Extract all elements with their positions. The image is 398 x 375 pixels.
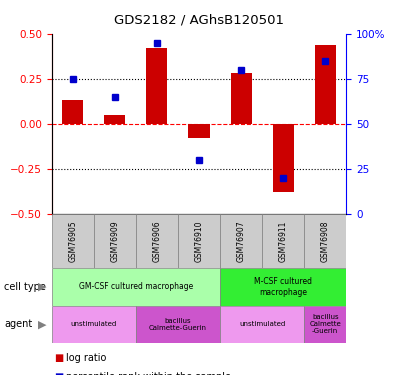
Bar (136, 306, 220, 343)
Bar (230, 74, 252, 124)
Text: bacillus
Calmette-Guerin: bacillus Calmette-Guerin (149, 318, 207, 331)
Text: GSM76907: GSM76907 (236, 220, 246, 262)
Bar (146, 48, 168, 124)
Text: bacillus
Calmette
-Guerin: bacillus Calmette -Guerin (309, 314, 341, 334)
Bar (189, 124, 209, 138)
Text: GSM76909: GSM76909 (110, 220, 119, 262)
Bar (178, 214, 220, 268)
Text: GSM76911: GSM76911 (279, 220, 288, 262)
Text: GSM76908: GSM76908 (321, 220, 330, 262)
Bar (304, 214, 346, 268)
Bar (52, 268, 220, 306)
Text: GM-CSF cultured macrophage: GM-CSF cultured macrophage (79, 282, 193, 291)
Bar (304, 306, 346, 343)
Text: ▶: ▶ (37, 282, 46, 292)
Text: ▶: ▶ (37, 320, 46, 329)
Text: GDS2182 / AGhsB120501: GDS2182 / AGhsB120501 (114, 13, 284, 26)
Text: cell type: cell type (4, 282, 46, 292)
Bar (220, 214, 262, 268)
Bar (94, 214, 136, 268)
Bar (104, 115, 125, 124)
Bar (52, 214, 94, 268)
Bar (220, 306, 304, 343)
Text: log ratio: log ratio (66, 353, 106, 363)
Bar (62, 100, 83, 124)
Bar (262, 214, 304, 268)
Bar (315, 45, 336, 124)
Bar (136, 214, 178, 268)
Text: unstimulated: unstimulated (239, 321, 285, 327)
Text: unstimulated: unstimulated (71, 321, 117, 327)
Text: GSM76905: GSM76905 (68, 220, 77, 262)
Bar (273, 124, 294, 192)
Bar (220, 268, 346, 306)
Text: GSM76910: GSM76910 (195, 220, 203, 262)
Text: GSM76906: GSM76906 (152, 220, 162, 262)
Text: ■: ■ (54, 372, 63, 375)
Text: M-CSF cultured
macrophage: M-CSF cultured macrophage (254, 277, 312, 297)
Text: agent: agent (4, 320, 32, 329)
Text: ■: ■ (54, 353, 63, 363)
Bar (52, 306, 136, 343)
Text: percentile rank within the sample: percentile rank within the sample (66, 372, 231, 375)
